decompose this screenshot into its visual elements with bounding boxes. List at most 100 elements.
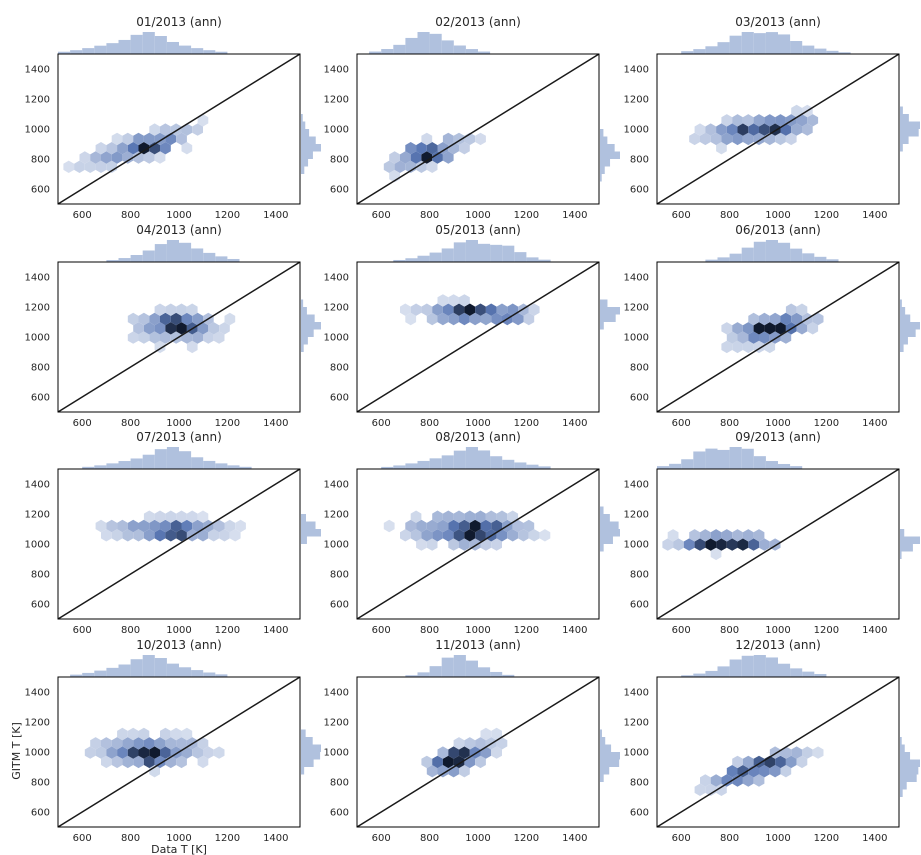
hexbin-cell <box>459 519 470 533</box>
hexbin-cell <box>716 538 727 551</box>
hexbin-cell <box>143 755 155 769</box>
marginal-x-bar <box>753 456 766 469</box>
hexbin-cell <box>213 331 225 344</box>
x-tick-label: 800 <box>121 833 140 844</box>
panel-4: 04/2013 (ann) 600 800 1000 1200 1400 600 800 100… <box>25 223 321 429</box>
hexbin-cell <box>737 123 749 136</box>
hexbin-cell <box>480 312 492 326</box>
marginal-x-bar <box>191 670 204 677</box>
plot-frame <box>356 261 600 413</box>
panel-10: 10/2013 (ann) 600 800 1000 1200 1400 600 800 100… <box>25 638 321 844</box>
hexbin-cell <box>133 737 144 750</box>
marginal-x-bar <box>478 51 491 54</box>
y-tick-label: 800 <box>31 570 50 581</box>
x-tick-label: 800 <box>720 418 739 429</box>
hexbin-cell <box>181 312 193 326</box>
x-tick-label: 800 <box>121 210 140 221</box>
marginal-y-bar <box>301 514 306 522</box>
marginal-x-bar <box>94 465 107 469</box>
marginal-x-bar <box>705 46 718 54</box>
hexbin-cell <box>742 755 754 769</box>
x-tick-label: 600 <box>73 625 92 636</box>
y-tick-label: 800 <box>330 778 349 789</box>
hexbin-cell <box>383 519 395 533</box>
y-tick-label: 800 <box>330 363 349 374</box>
x-tick-label: 1400 <box>263 625 288 636</box>
hexbin-cell <box>160 519 171 533</box>
panel-9: 09/2013 (ann) 600 800 1000 1200 1400 600 800 100… <box>624 430 920 636</box>
marginal-x-bar <box>142 250 155 262</box>
hexbin-cell <box>405 312 417 326</box>
hexbin-cell <box>426 312 438 326</box>
marginal-y-bar <box>600 737 606 745</box>
hexbin-cell <box>117 727 128 741</box>
hexbin-cell <box>421 132 433 146</box>
hexbin-cell <box>475 755 486 769</box>
panel-title: 11/2013 (ann) <box>435 638 521 652</box>
identity-line <box>356 53 600 205</box>
marginal-y-bar <box>900 314 911 322</box>
hexbin-cell <box>160 123 171 136</box>
marginal-y-bar <box>301 159 309 167</box>
plot-frame <box>57 676 301 828</box>
x-tick-label: 1200 <box>215 418 240 429</box>
marginal-x-bar <box>490 456 503 469</box>
identity-line <box>57 468 301 620</box>
hexbin-cell <box>122 529 134 542</box>
marginal-x-bar <box>778 34 791 54</box>
marginal-x-bar <box>130 659 143 677</box>
hexbin-cell <box>127 142 139 155</box>
marginal-y-bar <box>900 106 903 114</box>
marginal-x-bar <box>369 51 382 54</box>
marginal-x-bar <box>778 242 791 262</box>
hexbin-cell <box>400 529 411 542</box>
hexbin-cell <box>700 774 711 787</box>
hexbin-cell <box>475 529 486 542</box>
marginal-x-bar <box>753 33 766 54</box>
x-tick-label: 800 <box>720 210 739 221</box>
hexbin-cell <box>197 322 209 335</box>
hexbin-cell <box>203 746 214 759</box>
marginal-x-bar <box>741 448 754 469</box>
x-tick-label: 1200 <box>814 210 839 221</box>
hexbin-cell <box>769 765 781 778</box>
marginal-x-bar <box>215 51 228 54</box>
marginal-y-bar <box>900 344 904 352</box>
y-tick-label: 1200 <box>25 718 50 729</box>
hexbin-cell <box>160 331 171 344</box>
hexbin-cell <box>170 727 182 741</box>
x-tick-label: 600 <box>672 418 691 429</box>
hexbin-cell <box>176 529 187 542</box>
y-tick-label: 600 <box>31 393 50 404</box>
hexbin-cell <box>523 519 535 533</box>
marginal-x-bar <box>814 674 827 677</box>
hexbin-cell <box>737 765 749 778</box>
marginal-x-bar <box>381 49 394 54</box>
marginal-x-bar <box>826 259 839 262</box>
x-tick-label: 800 <box>420 418 439 429</box>
marginal-x-bar <box>453 655 466 677</box>
hexbin-cell <box>122 151 134 164</box>
marginal-x-bar <box>130 458 143 469</box>
marginal-y-bar <box>600 729 602 737</box>
hexbin-cell <box>453 303 465 316</box>
marginal-x-bar <box>118 664 131 677</box>
hexbin-cell <box>694 783 706 796</box>
x-tick-label: 1200 <box>514 833 539 844</box>
hexbin-cell <box>507 510 519 523</box>
x-tick-label: 1400 <box>862 210 887 221</box>
hexbin-cell <box>160 142 171 155</box>
hexbin-cell <box>410 303 422 316</box>
hexbin-cell <box>416 160 427 173</box>
hexbin-cell <box>753 114 765 127</box>
marginal-x-bar <box>215 463 228 469</box>
marginal-y-bar <box>600 314 616 322</box>
x-tick-label: 600 <box>73 210 92 221</box>
marginal-x-bar <box>453 450 466 469</box>
marginal-x-bar <box>417 460 430 469</box>
marginal-x-bar <box>82 466 95 469</box>
hexbin-cell <box>464 737 476 750</box>
x-tick-label: 1000 <box>166 625 191 636</box>
marginal-x-bar <box>227 258 240 262</box>
marginal-x-bar <box>717 666 730 677</box>
